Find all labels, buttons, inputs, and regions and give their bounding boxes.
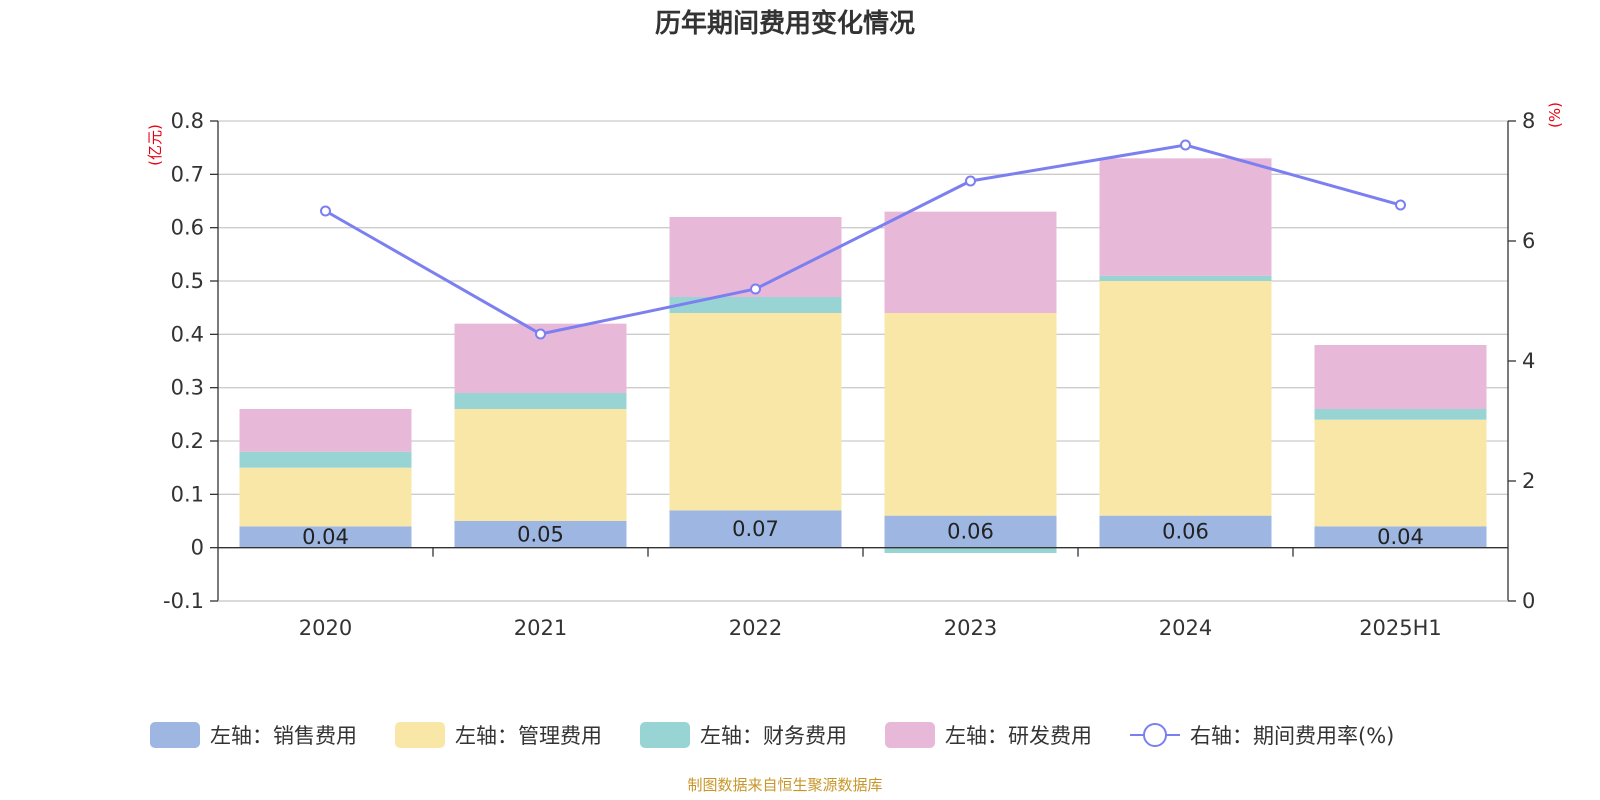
legend-label-0: 左轴：销售费用 bbox=[210, 724, 357, 748]
data-label-2021: 0.05 bbox=[517, 522, 564, 546]
rate-point-2024 bbox=[1180, 139, 1191, 151]
bar-2023-series-0 bbox=[884, 515, 1057, 548]
bar-2020-series-3 bbox=[239, 409, 412, 452]
x-tick-label-2020: 2020 bbox=[299, 616, 352, 640]
rate-point-2023 bbox=[965, 175, 976, 187]
legend: 左轴：销售费用 左轴：管理费用 左轴：财务费用 左轴：研发费用 右轴：期间费用率(%) bbox=[150, 722, 1394, 748]
left-axis-unit: (亿元) bbox=[146, 124, 164, 166]
bar-2020-series-2 bbox=[239, 451, 412, 468]
bars bbox=[239, 158, 1487, 553]
data-label-2025H1: 0.04 bbox=[1377, 525, 1424, 549]
left-tick-label-5: 0.4 bbox=[171, 322, 204, 346]
legend-label-2: 左轴：财务费用 bbox=[700, 724, 847, 748]
left-tick-label-4: 0.3 bbox=[171, 376, 204, 400]
bar-2023-series-2 bbox=[884, 547, 1057, 553]
right-tick-label-2: 4 bbox=[1522, 349, 1535, 373]
left-tick-label-9: 0.8 bbox=[171, 109, 204, 133]
bar-2023-series-1 bbox=[884, 313, 1057, 516]
bar-2022-series-2 bbox=[669, 297, 842, 313]
bar-2020-series-0 bbox=[239, 526, 412, 548]
rate-point-2025H1 bbox=[1395, 199, 1406, 211]
bar-2025H1-series-1 bbox=[1314, 419, 1487, 527]
right-tick-label-4: 8 bbox=[1522, 109, 1535, 133]
bar-2021-series-1 bbox=[454, 409, 627, 521]
bar-2024-series-2 bbox=[1099, 275, 1272, 281]
right-tick-label-1: 2 bbox=[1522, 469, 1535, 493]
bar-2020-series-1 bbox=[239, 467, 412, 527]
legend-item-1: 左轴：管理费用 bbox=[395, 722, 602, 748]
bar-2024-series-3 bbox=[1099, 158, 1272, 276]
data-label-2023: 0.06 bbox=[947, 520, 994, 544]
left-tick-label-6: 0.5 bbox=[171, 269, 204, 293]
legend-item-4: 右轴：期间费用率(%) bbox=[1130, 723, 1394, 748]
source-note: 制图数据来自恒生聚源数据库 bbox=[687, 776, 882, 794]
x-axis-ticks: 2020 2021 2022 2023 2024 2025H1 bbox=[299, 547, 1442, 640]
legend-label-4: 右轴：期间费用率(%) bbox=[1190, 724, 1394, 748]
x-tick-label-2024: 2024 bbox=[1159, 616, 1212, 640]
legend-swatch-0 bbox=[150, 722, 200, 748]
bar-2024-series-0 bbox=[1099, 515, 1272, 548]
rate-point-2021 bbox=[535, 328, 546, 340]
left-tick-label-1: 0 bbox=[191, 536, 204, 560]
bar-2025H1-series-2 bbox=[1314, 409, 1487, 420]
x-tick-label-2023: 2023 bbox=[944, 616, 997, 640]
legend-swatch-1 bbox=[395, 722, 445, 748]
data-label-2024: 0.06 bbox=[1162, 520, 1209, 544]
legend-swatch-2 bbox=[640, 722, 690, 748]
bar-2021-series-0 bbox=[454, 521, 627, 548]
grid-lines bbox=[218, 120, 1508, 602]
right-axis-unit: (%) bbox=[1546, 102, 1564, 128]
left-tick-label-3: 0.2 bbox=[171, 429, 204, 453]
rate-point-2020 bbox=[320, 205, 331, 217]
bar-2022-series-0 bbox=[669, 510, 842, 548]
rate-line-path bbox=[324, 143, 1401, 336]
bar-2025H1-series-3 bbox=[1314, 345, 1487, 409]
legend-swatch-3 bbox=[885, 722, 935, 748]
left-tick-label-8: 0.7 bbox=[171, 162, 204, 186]
left-axis-ticks: -0.1 0 0.1 0.2 0.3 0.4 0.5 0.6 0.7 0.8 bbox=[163, 109, 218, 613]
right-tick-label-0: 0 bbox=[1522, 589, 1535, 613]
legend-label-1: 左轴：管理费用 bbox=[455, 724, 602, 748]
left-tick-label-0: -0.1 bbox=[163, 589, 204, 613]
legend-marker-4 bbox=[1143, 723, 1167, 747]
data-label-2020: 0.04 bbox=[302, 525, 349, 549]
left-tick-label-7: 0.6 bbox=[171, 216, 204, 240]
bar-2021-series-2 bbox=[454, 393, 627, 409]
left-tick-label-2: 0.1 bbox=[171, 482, 204, 506]
data-label-2022: 0.07 bbox=[732, 517, 779, 541]
bar-2025H1-series-0 bbox=[1314, 526, 1487, 548]
right-axis-ticks: 0 2 4 6 8 bbox=[1508, 109, 1535, 613]
legend-item-2: 左轴：财务费用 bbox=[640, 722, 847, 748]
bar-2024-series-1 bbox=[1099, 281, 1272, 516]
bar-2022-series-1 bbox=[669, 313, 842, 511]
rate-point-2022 bbox=[750, 283, 761, 295]
right-tick-label-3: 6 bbox=[1522, 229, 1535, 253]
x-tick-label-2021: 2021 bbox=[514, 616, 567, 640]
bar-2023-series-3 bbox=[884, 211, 1057, 313]
rate-line bbox=[320, 139, 1406, 340]
legend-label-3: 左轴：研发费用 bbox=[945, 724, 1092, 748]
legend-item-0: 左轴：销售费用 bbox=[150, 722, 357, 748]
x-tick-label-2022: 2022 bbox=[729, 616, 782, 640]
legend-item-3: 左轴：研发费用 bbox=[885, 722, 1092, 748]
x-tick-label-2025H1: 2025H1 bbox=[1359, 616, 1442, 640]
chart-title: 历年期间费用变化情况 bbox=[655, 8, 915, 39]
data-labels: 0.04 0.05 0.07 0.06 0.06 0.04 bbox=[302, 517, 1424, 549]
